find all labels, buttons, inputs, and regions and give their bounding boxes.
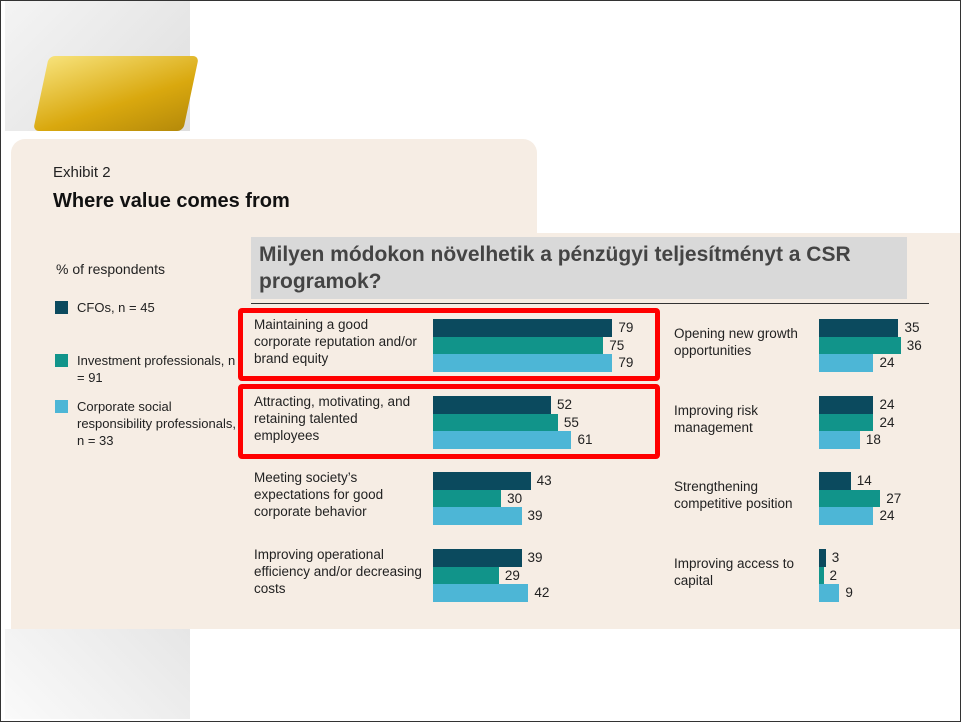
highlight-box <box>238 308 660 381</box>
value-label: 52 <box>557 397 573 412</box>
highlight-box <box>238 384 660 459</box>
value-label: 3 <box>831 550 840 565</box>
bar <box>819 584 840 602</box>
category-label: Maintaining a good corporate reputation … <box>254 317 417 366</box>
value-label: 75 <box>609 337 625 353</box>
bar <box>433 507 522 525</box>
value-label: 29 <box>504 567 520 583</box>
legend-label: Corporate social responsibility professi… <box>77 399 236 448</box>
value-label: 18 <box>865 432 881 447</box>
bar <box>433 431 572 449</box>
exhibit-label: Exhibit 2 <box>53 164 111 181</box>
value-label: 24 <box>879 508 895 523</box>
legend-swatch <box>55 301 68 314</box>
value-label: 30 <box>507 490 523 506</box>
chart-title: Where value comes from <box>53 190 290 212</box>
value-label: 42 <box>534 585 550 600</box>
value-label: 9 <box>845 585 853 600</box>
bar <box>819 319 899 337</box>
divider <box>251 303 929 304</box>
subtitle: % of respondents <box>56 261 165 277</box>
bar <box>819 431 860 449</box>
value-label: 24 <box>879 397 895 412</box>
bar <box>819 354 874 372</box>
bar <box>433 354 613 372</box>
category-label: Improving operational efficiency and/or … <box>254 547 422 596</box>
decor-gold <box>33 56 199 131</box>
value-label: 24 <box>879 355 895 370</box>
value-label: 79 <box>618 355 634 370</box>
bar <box>433 489 502 507</box>
value-label: 36 <box>906 337 922 353</box>
value-label: 14 <box>856 473 872 488</box>
bar <box>433 566 499 584</box>
bar <box>819 472 851 490</box>
value-label: 35 <box>904 320 920 335</box>
decor-bottom <box>5 629 190 719</box>
value-label: 39 <box>527 550 543 565</box>
value-label: 24 <box>879 414 895 430</box>
legend-label: CFOs, n = 45 <box>77 300 155 315</box>
value-label: 43 <box>536 473 552 488</box>
bar <box>819 566 824 584</box>
bar <box>819 549 826 567</box>
bar <box>433 336 604 354</box>
bar <box>433 396 552 414</box>
value-label: 55 <box>563 414 579 430</box>
bar <box>819 336 901 354</box>
overlay-title: Milyen módokon növelhetik a pénzügyi tel… <box>251 237 907 299</box>
bar <box>433 319 613 337</box>
legend-swatch <box>55 400 68 413</box>
bar <box>819 489 881 507</box>
bar <box>819 396 874 414</box>
bar <box>433 549 522 567</box>
legend-swatch <box>55 354 68 367</box>
bar <box>819 507 874 525</box>
category-label: Meeting society’s expectations for good … <box>254 470 384 519</box>
category-label: Strengthening competitive position <box>674 479 793 511</box>
category-label: Improving risk management <box>674 403 759 435</box>
value-label: 2 <box>829 567 838 583</box>
value-label: 39 <box>527 508 543 523</box>
category-label: Improving access to capital <box>674 556 795 588</box>
bar <box>433 472 531 490</box>
bar <box>433 413 558 431</box>
legend-label: Investment professionals, n = 91 <box>77 353 236 385</box>
category-label: Opening new growth opportunities <box>674 326 798 358</box>
bar <box>819 413 874 431</box>
value-label: 61 <box>577 432 593 447</box>
value-label: 27 <box>886 490 902 506</box>
value-label: 79 <box>618 320 634 335</box>
category-label: Attracting, motivating, and retaining ta… <box>254 394 411 443</box>
bar <box>433 584 529 602</box>
